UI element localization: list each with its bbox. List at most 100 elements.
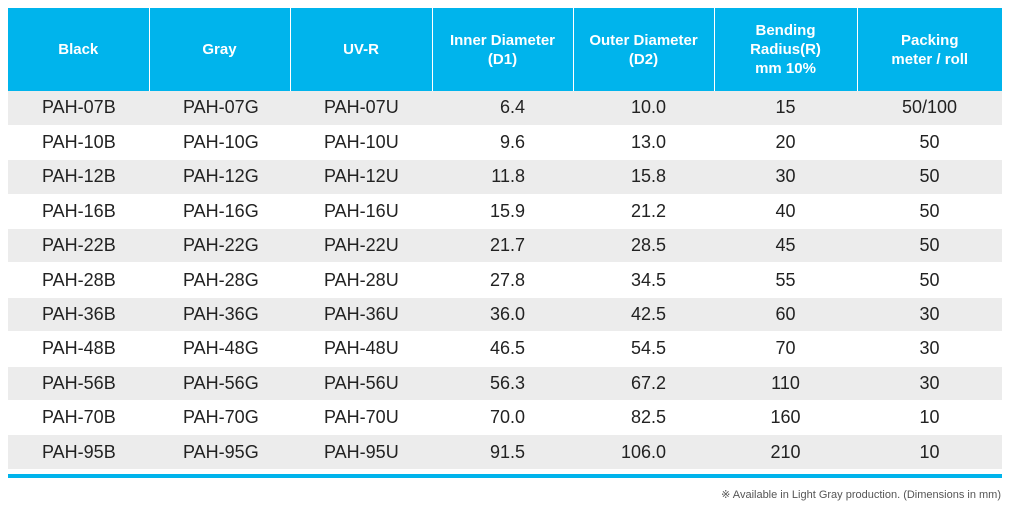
header-gray: Gray	[149, 8, 291, 91]
table-row: PAH-70B PAH-70G PAH-70U 70.0 82.5 160 10	[8, 400, 1002, 436]
cell-uvr: PAH-12U	[290, 159, 432, 195]
cell-bending-radius: 20	[714, 125, 857, 161]
table-row: PAH-28B PAH-28G PAH-28U 27.8 34.5 55 50	[8, 262, 1002, 298]
cell-inner-diameter: 27.8	[432, 262, 573, 298]
cell-gray: PAH-16G	[149, 194, 290, 230]
cell-bending-radius: 70	[714, 331, 857, 367]
header-uvr: UV-R	[290, 8, 433, 91]
cell-black: PAH-12B	[8, 159, 149, 195]
cell-packing: 10	[857, 400, 1002, 436]
cell-black: PAH-16B	[8, 194, 149, 230]
table-row: PAH-48B PAH-48G PAH-48U 46.5 54.5 70 30	[8, 331, 1002, 367]
cell-outer-diameter: 34.5	[573, 262, 714, 298]
cell-bending-radius: 55	[714, 262, 857, 298]
bottom-accent-bar	[8, 474, 1002, 478]
cell-inner-diameter: 21.7	[432, 228, 573, 264]
header-row: Black Gray UV-R Inner Diameter (D1) Outer…	[8, 8, 1002, 91]
cell-packing: 50	[857, 228, 1002, 264]
cell-black: PAH-56B	[8, 366, 149, 402]
cell-bending-radius: 160	[714, 400, 857, 436]
cell-gray: PAH-95G	[149, 434, 290, 470]
cell-gray: PAH-48G	[149, 331, 290, 367]
cell-gray: PAH-36G	[149, 297, 290, 333]
cell-black: PAH-48B	[8, 331, 149, 367]
cell-black: PAH-28B	[8, 262, 149, 298]
cell-black: PAH-22B	[8, 228, 149, 264]
cell-gray: PAH-10G	[149, 125, 290, 161]
cell-inner-diameter: 46.5	[432, 331, 573, 367]
cell-uvr: PAH-56U	[290, 366, 432, 402]
cell-outer-diameter: 54.5	[573, 331, 714, 367]
cell-packing: 50	[857, 125, 1002, 161]
cell-outer-diameter: 106.0	[573, 434, 714, 470]
cell-inner-diameter: 91.5	[432, 434, 573, 470]
footnote: ※ Available in Light Gray production. (D…	[721, 489, 1001, 501]
cell-uvr: PAH-36U	[290, 297, 432, 333]
cell-packing: 50	[857, 194, 1002, 230]
cell-packing: 10	[857, 434, 1002, 470]
cell-uvr: PAH-48U	[290, 331, 432, 367]
table-row: PAH-95B PAH-95G PAH-95U 91.5 106.0 210 10	[8, 434, 1002, 470]
table-row: PAH-22B PAH-22G PAH-22U 21.7 28.5 45 50	[8, 228, 1002, 264]
cell-outer-diameter: 15.8	[573, 159, 714, 195]
cell-uvr: PAH-95U	[290, 434, 432, 470]
cell-packing: 30	[857, 366, 1002, 402]
cell-uvr: PAH-10U	[290, 125, 432, 161]
cell-packing: 30	[857, 297, 1002, 333]
cell-inner-diameter: 6.4	[432, 91, 573, 126]
cell-gray: PAH-70G	[149, 400, 290, 436]
header-inner-diameter: Inner Diameter (D1)	[432, 8, 574, 91]
cell-gray: PAH-28G	[149, 262, 290, 298]
table-row: PAH-56B PAH-56G PAH-56U 56.3 67.2 110 30	[8, 366, 1002, 402]
header-black: Black	[8, 8, 150, 91]
cell-inner-diameter: 11.8	[432, 159, 573, 195]
cell-black: PAH-07B	[8, 91, 149, 126]
cell-outer-diameter: 42.5	[573, 297, 714, 333]
cell-packing: 50	[857, 159, 1002, 195]
cell-bending-radius: 30	[714, 159, 857, 195]
cell-packing: 30	[857, 331, 1002, 367]
header-packing: Packing meter / roll	[857, 8, 1002, 91]
table-row: PAH-36B PAH-36G PAH-36U 36.0 42.5 60 30	[8, 297, 1002, 333]
cell-outer-diameter: 21.2	[573, 194, 714, 230]
cell-inner-diameter: 70.0	[432, 400, 573, 436]
cell-outer-diameter: 28.5	[573, 228, 714, 264]
cell-gray: PAH-12G	[149, 159, 290, 195]
cell-outer-diameter: 67.2	[573, 366, 714, 402]
cell-outer-diameter: 82.5	[573, 400, 714, 436]
cell-gray: PAH-56G	[149, 366, 290, 402]
cell-outer-diameter: 10.0	[573, 91, 714, 126]
cell-black: PAH-10B	[8, 125, 149, 161]
cell-uvr: PAH-22U	[290, 228, 432, 264]
cell-uvr: PAH-28U	[290, 262, 432, 298]
cell-bending-radius: 110	[714, 366, 857, 402]
cell-black: PAH-36B	[8, 297, 149, 333]
table-row: PAH-16B PAH-16G PAH-16U 15.9 21.2 40 50	[8, 194, 1002, 230]
cell-packing: 50	[857, 262, 1002, 298]
table-row: PAH-12B PAH-12G PAH-12U 11.8 15.8 30 50	[8, 159, 1002, 195]
cell-black: PAH-70B	[8, 400, 149, 436]
cell-gray: PAH-22G	[149, 228, 290, 264]
header-bending-radius: Bending Radius(R) mm 10%	[714, 8, 858, 91]
table-row: PAH-10B PAH-10G PAH-10U 9.6 13.0 20 50	[8, 125, 1002, 161]
cell-uvr: PAH-70U	[290, 400, 432, 436]
cell-inner-diameter: 56.3	[432, 366, 573, 402]
cell-uvr: PAH-16U	[290, 194, 432, 230]
header-outer-diameter: Outer Diameter (D2)	[573, 8, 715, 91]
cell-gray: PAH-07G	[149, 91, 290, 126]
cell-bending-radius: 40	[714, 194, 857, 230]
cell-bending-radius: 15	[714, 91, 857, 126]
cell-inner-diameter: 9.6	[432, 125, 573, 161]
cell-packing: 50/100	[857, 91, 1002, 126]
cell-inner-diameter: 15.9	[432, 194, 573, 230]
cell-uvr: PAH-07U	[290, 91, 432, 126]
table-body: PAH-07B PAH-07G PAH-07U 6.4 10.0 15 50/100 PAH-…	[8, 91, 1002, 470]
cell-inner-diameter: 36.0	[432, 297, 573, 333]
cell-bending-radius: 60	[714, 297, 857, 333]
cell-outer-diameter: 13.0	[573, 125, 714, 161]
cell-black: PAH-95B	[8, 434, 149, 470]
cell-bending-radius: 45	[714, 228, 857, 264]
spec-table: Black Gray UV-R Inner Diameter (D1) Outer…	[8, 8, 1002, 470]
cell-bending-radius: 210	[714, 434, 857, 470]
table-row: PAH-07B PAH-07G PAH-07U 6.4 10.0 15 50/100	[8, 91, 1002, 126]
